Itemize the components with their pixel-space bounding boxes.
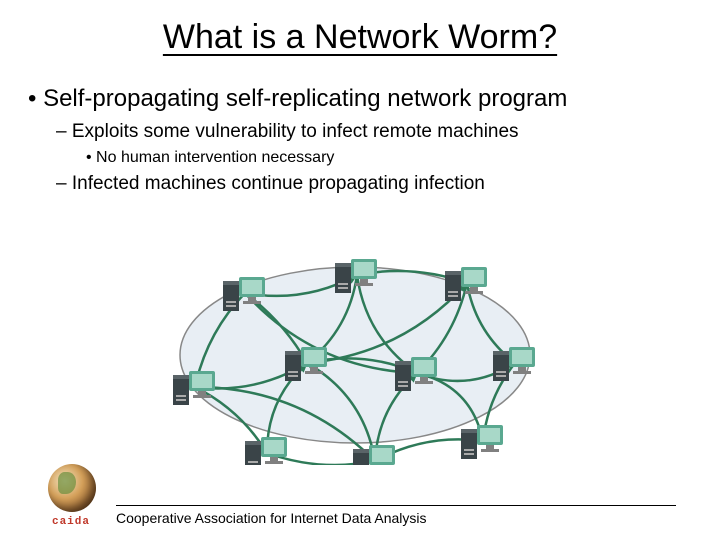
footer: caida Cooperative Association for Intern…: [40, 464, 676, 526]
bullet-l3a: No human intervention necessary: [86, 149, 692, 167]
slide-title: What is a Network Worm?: [0, 0, 720, 57]
logo-text: caida: [40, 516, 102, 528]
network-diagram: [145, 235, 565, 465]
footer-org: Cooperative Association for Internet Dat…: [116, 505, 676, 526]
caida-logo: caida: [40, 464, 102, 526]
content-area: Self-propagating self-replicating networ…: [0, 57, 720, 195]
bullet-l2b: Infected machines continue propagating i…: [56, 173, 692, 195]
bullet-l2a-text: Exploits some vulnerability to infect re…: [72, 121, 519, 142]
bullet-l2b-text: Infected machines continue propagating i…: [72, 173, 485, 194]
bullet-l3a-text: No human intervention necessary: [96, 149, 334, 166]
bullet-l1: Self-propagating self-replicating networ…: [28, 85, 692, 195]
globe-icon: [48, 464, 96, 512]
bullet-l2a: Exploits some vulnerability to infect re…: [56, 121, 692, 167]
bullet-l1-text: Self-propagating self-replicating networ…: [43, 85, 567, 112]
